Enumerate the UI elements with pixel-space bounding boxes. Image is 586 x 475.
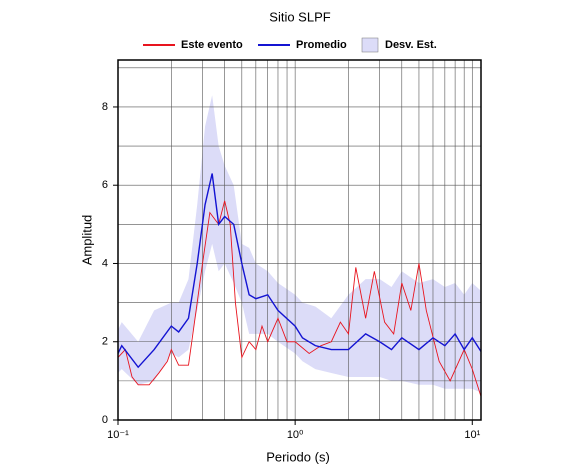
series-line — [117, 200, 482, 397]
y-tick-label: 4 — [102, 257, 108, 269]
plot-frame — [117, 59, 482, 421]
x-tick-label: 10⁻¹ — [107, 429, 129, 441]
std-band — [118, 95, 481, 393]
y-tick-label: 8 — [102, 101, 108, 113]
x-tick-label: 10⁰ — [287, 429, 304, 441]
x-tick-label: 10¹ — [464, 429, 480, 441]
series-line — [117, 173, 482, 369]
y-tick-label: 6 — [102, 179, 108, 191]
legend-label: Promedio — [296, 39, 347, 51]
y-axis-label: Amplitud — [79, 215, 94, 266]
x-axis-label: Periodo (s) — [266, 449, 330, 464]
chart-title: Sitio SLPF — [269, 9, 330, 24]
legend-swatch — [361, 37, 379, 53]
y-tick-label: 0 — [102, 414, 108, 426]
legend-label: Este evento — [181, 39, 243, 51]
legend-label: Desv. Est. — [385, 39, 437, 51]
y-tick-label: 2 — [102, 336, 108, 348]
